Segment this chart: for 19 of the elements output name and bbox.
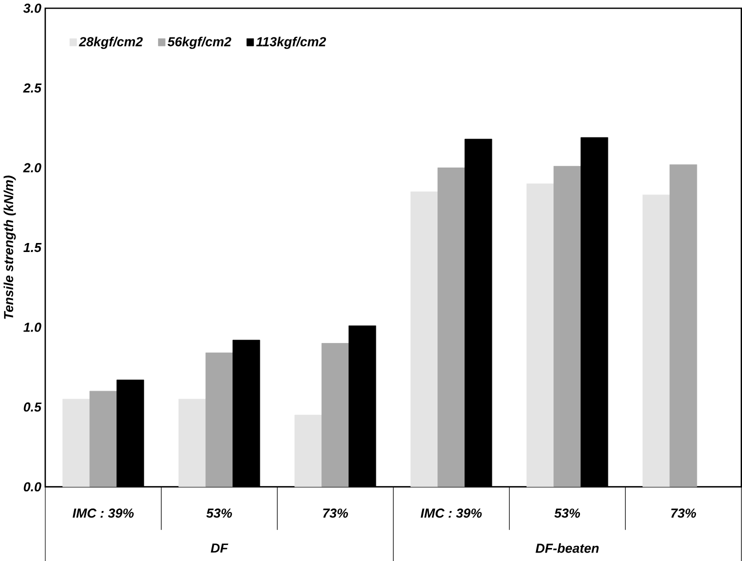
legend-label: 28kgf/cm2 xyxy=(78,36,143,49)
y-tick-label: 0.0 xyxy=(24,482,42,492)
y-tick-label: 3.0 xyxy=(23,3,42,13)
y-axis-title: Tensile strength (kN/m) xyxy=(4,175,16,319)
x-tick-label: IMC : 39% xyxy=(72,508,134,518)
legend-label: 113kgf/cm2 xyxy=(256,36,326,49)
x-tick-label: 53% xyxy=(554,508,580,518)
y-tick-label: 2.5 xyxy=(23,83,42,92)
y-tick-label: 1.0 xyxy=(23,322,42,332)
text: DF-beaten xyxy=(536,543,599,553)
y-tick-label: 1.5 xyxy=(23,242,42,252)
y-tick-label: 2.0 xyxy=(23,162,42,172)
x-tick-label: IMC : 39% xyxy=(420,508,482,518)
y-tick-label: 0.5 xyxy=(24,402,42,412)
x-tick-label: 73% xyxy=(323,508,348,518)
legend-label: 56kgf/cm2 xyxy=(168,36,232,49)
x-tick-label: 73% xyxy=(671,508,696,518)
x-tick-label: 53% xyxy=(206,508,232,518)
text: DF xyxy=(210,543,228,552)
